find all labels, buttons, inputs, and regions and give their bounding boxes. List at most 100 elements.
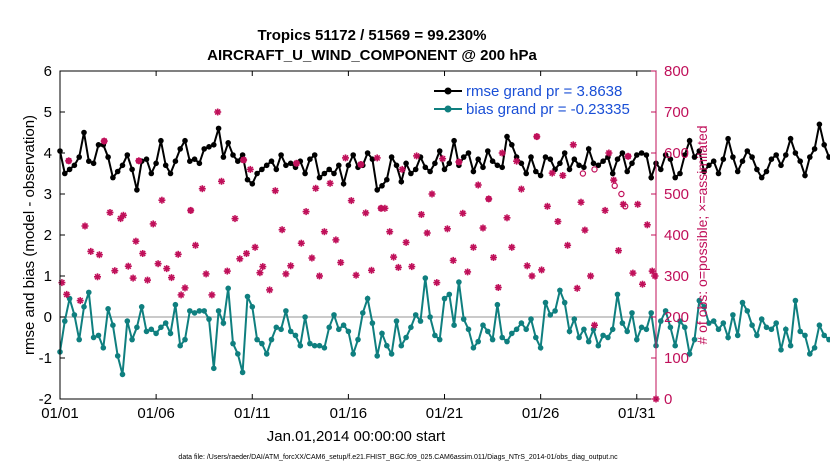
bias-point [614, 291, 621, 298]
obs-assimilated-marker [402, 238, 410, 246]
obs-possible-marker [591, 166, 598, 173]
bias-point [153, 330, 159, 337]
legend: rmse grand pr = 3.8638 bias grand pr = -… [430, 79, 640, 121]
rmse-point [81, 129, 87, 136]
rmse-point [811, 146, 818, 152]
rmse-point [62, 170, 68, 177]
rmse-point [763, 168, 770, 175]
bias-point [422, 275, 429, 281]
obs-assimilated-marker [266, 286, 274, 294]
obs-assimilated-marker [174, 250, 182, 258]
y-tick-label: 3 [44, 186, 52, 203]
y-tick-label: -2 [39, 391, 52, 408]
bias-point [547, 312, 554, 318]
rmse-point [259, 166, 265, 173]
obs-assimilated-marker [455, 158, 463, 166]
bias-point [384, 342, 390, 349]
rmse-point [590, 160, 597, 167]
bias-point [196, 308, 203, 314]
rmse-point [734, 168, 741, 175]
bias-point [677, 318, 683, 324]
bias-point [201, 308, 207, 314]
obs-assimilated-marker [214, 108, 222, 116]
bias-point [321, 345, 328, 351]
rmse-point [191, 156, 198, 162]
bias-point [230, 340, 236, 347]
y-axis-left-label: rmse and bias (model - observation) [21, 115, 38, 355]
obs-assimilated-marker [494, 284, 502, 291]
obs-assimilated-marker [192, 241, 199, 249]
bias-point [682, 324, 688, 331]
obs-assimilated-marker [485, 195, 493, 203]
rmse-point [624, 168, 630, 175]
obs-assimilated-marker [177, 291, 185, 299]
rmse-point [158, 137, 164, 144]
rmse-point [561, 150, 568, 156]
rmse-point [105, 154, 111, 160]
rmse-point [379, 183, 385, 189]
obs-assimilated-marker [634, 200, 642, 208]
rmse-point [605, 154, 611, 160]
obs-assimilated-marker [381, 204, 389, 212]
obs-assimilated-marker [320, 228, 328, 236]
rmse-point [701, 168, 707, 175]
legend-rmse-label: rmse grand pr = 3.8638 [466, 83, 622, 100]
bias-point [787, 342, 794, 349]
rmse-point [662, 152, 669, 158]
obs-assimilated-marker [132, 237, 140, 245]
obs-assimilated-marker [124, 262, 132, 270]
obs-assimilated-marker [342, 154, 349, 162]
obs-assimilated-marker [287, 262, 295, 270]
bias-point [143, 328, 150, 335]
obs-assimilated-marker [513, 157, 521, 165]
obs-assimilated-marker [100, 137, 108, 145]
rmse-point [316, 174, 323, 181]
bias-point [432, 332, 438, 339]
bias-point [360, 310, 366, 316]
y-tick-label: 1 [44, 268, 52, 285]
rmse-point [71, 162, 78, 169]
obs-assimilated-marker [135, 157, 143, 165]
bias-point [283, 308, 289, 314]
rmse-point [268, 158, 275, 164]
rmse-point [677, 170, 683, 177]
obs-assimilated-marker [439, 155, 447, 163]
obs-assimilated-marker [139, 250, 147, 257]
rmse-point [696, 148, 703, 154]
rmse-point [201, 146, 207, 152]
rmse-point [254, 170, 260, 177]
obs-assimilated-marker [464, 268, 472, 276]
obs-assimilated-marker [398, 165, 406, 173]
rmse-point [412, 166, 419, 173]
rmse-point [720, 156, 727, 162]
bias-point [268, 336, 275, 343]
legend-rmse-marker [444, 87, 452, 95]
rmse-point [451, 137, 457, 144]
x-tick-label: 01/31 [618, 405, 656, 422]
obs-assimilated-marker [119, 211, 127, 219]
rmse-point [436, 148, 443, 154]
obs-assimilated-marker [394, 263, 402, 271]
rmse-point [326, 166, 333, 173]
rmse-point [730, 154, 736, 160]
rmse-point [460, 154, 467, 160]
bias-point [576, 334, 582, 341]
bias-point [124, 318, 131, 324]
obs-assimilated-marker [386, 228, 394, 236]
obs-assimilated-marker [459, 209, 467, 217]
obs-assimilated-marker [559, 172, 567, 179]
bias-point [763, 324, 770, 331]
bias-point [114, 353, 121, 359]
rmse-point [331, 170, 337, 177]
bias-point [81, 304, 87, 310]
obs-assimilated-marker [479, 224, 487, 232]
obs-possible-marker [579, 170, 587, 177]
rmse-point [667, 156, 674, 162]
y-right-tick-label: 100 [664, 350, 689, 367]
bias-point [134, 324, 140, 331]
rmse-point [162, 162, 169, 169]
rmse-point [446, 160, 453, 167]
y-right-tick-label: 400 [664, 227, 689, 244]
rmse-point [571, 156, 578, 162]
bias-point [215, 308, 222, 314]
